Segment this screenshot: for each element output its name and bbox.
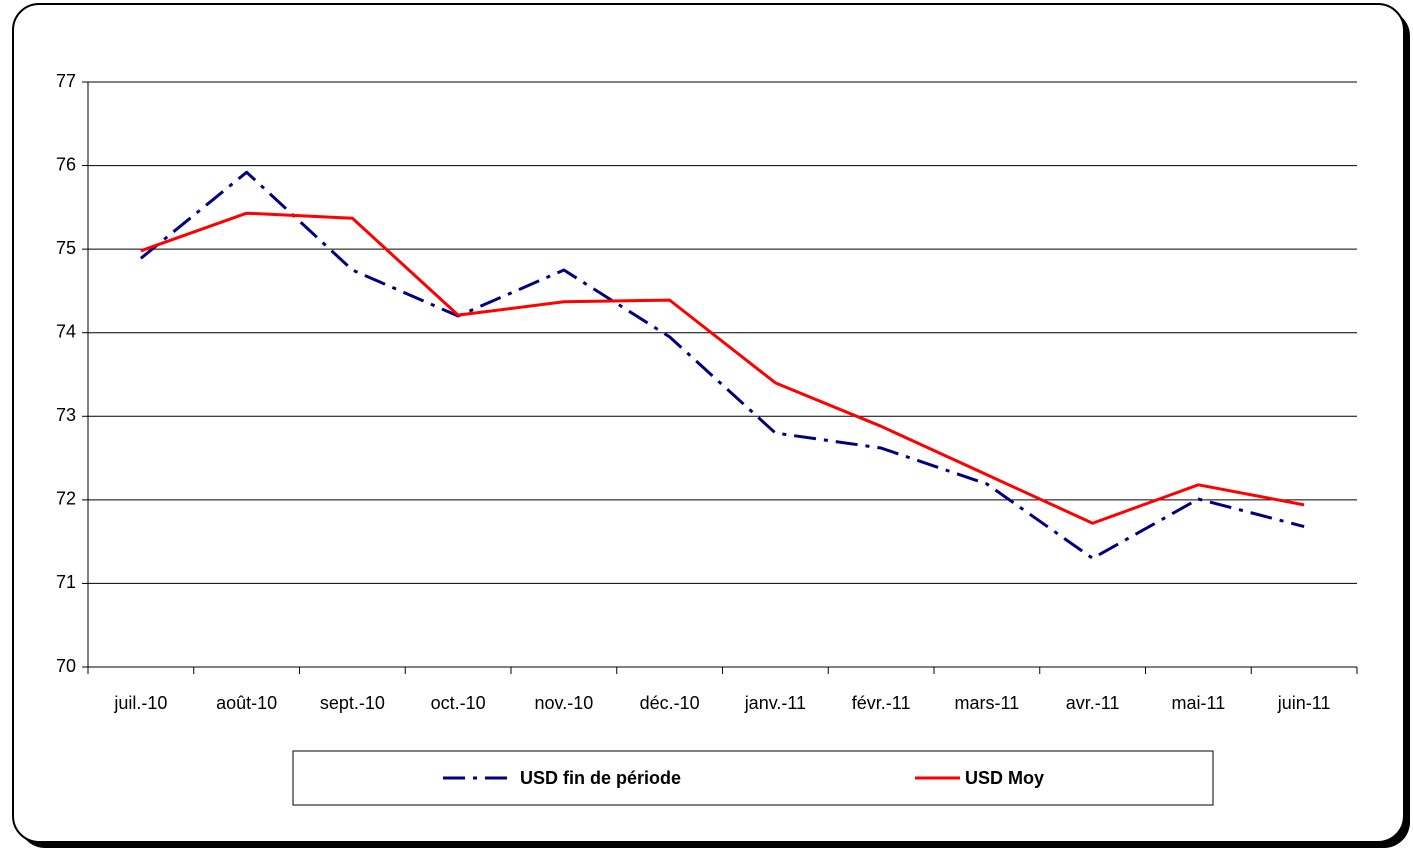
y-tick-label: 72 <box>56 489 76 509</box>
x-tick-label: avr.-11 <box>1066 693 1120 713</box>
y-tick-label: 73 <box>56 405 76 425</box>
x-tick-label: déc.-10 <box>640 693 700 713</box>
y-tick-label: 75 <box>56 238 76 258</box>
frame <box>12 3 1405 843</box>
y-tick-label: 77 <box>56 71 76 91</box>
x-tick-label: oct.-10 <box>431 693 486 713</box>
x-tick-label: août-10 <box>216 693 277 713</box>
line-series <box>139 170 1305 560</box>
legend-box <box>292 750 1214 806</box>
x-tick-label: juin-11 <box>1277 693 1331 713</box>
legend-label: USD Moy <box>965 768 1044 788</box>
y-tick-label: 74 <box>56 321 76 341</box>
x-tick-label: mai-11 <box>1172 693 1226 713</box>
legend-label: USD fin de période <box>520 768 681 788</box>
y-tick-label: 76 <box>56 154 76 174</box>
x-tick-label: juil.-10 <box>113 693 167 713</box>
line-series <box>140 211 1305 525</box>
x-tick-label: sept.-10 <box>320 693 385 713</box>
x-tick-label: nov.-10 <box>535 693 594 713</box>
x-tick-label: févr.-11 <box>852 693 911 713</box>
y-tick-label: 71 <box>56 572 76 592</box>
x-tick-label: mars-11 <box>955 693 1020 713</box>
x-tick-label: janv.-11 <box>744 693 806 713</box>
y-tick-label: 70 <box>56 656 76 676</box>
